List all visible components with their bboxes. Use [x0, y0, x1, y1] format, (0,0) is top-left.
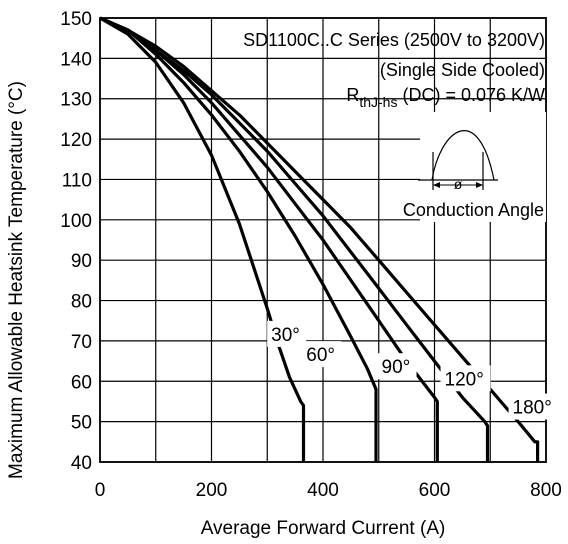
series-line: [99, 16, 306, 462]
curve-labels: 30° 60° 90° 120° 180°: [267, 320, 559, 420]
curves: [99, 16, 540, 462]
inset-caption: Conduction Angle: [403, 200, 544, 220]
chart-title: SD1100C..C Series (2500V to 3200V): [243, 30, 545, 50]
inset-arrow-right: [476, 182, 483, 188]
series-label: 60°: [306, 345, 335, 366]
r-subscript: thJ-hs: [359, 94, 397, 110]
series-line: [99, 16, 439, 462]
series-line: [99, 16, 540, 462]
label-backing: [267, 320, 307, 347]
inset-angle-symbol: ø: [454, 176, 463, 192]
x-tick-label: 400: [307, 480, 339, 501]
series-line: [99, 16, 490, 462]
y-tick-label: 110: [62, 170, 92, 191]
y-tick-label: 150: [60, 9, 92, 30]
x-tick-label: 0: [95, 480, 106, 501]
x-axis-title: Average Forward Current (A): [201, 518, 446, 539]
y-tick-label: 130: [60, 90, 92, 111]
y-tick-label: 120: [60, 130, 92, 151]
thermal-resistance-label: RthJ-hs (DC) = 0.076 K/W: [346, 85, 545, 110]
chart-subtitle: (Single Side Cooled): [380, 60, 545, 80]
y-tick-label: 70: [71, 332, 92, 353]
label-backing: [302, 341, 342, 368]
conduction-angle-inset: ø Conduction Angle: [403, 112, 546, 222]
label-backing: [377, 353, 417, 380]
series-label: 90°: [382, 357, 411, 378]
y-axis-title: Maximum Allowable Heatsink Temperature (…: [6, 81, 27, 479]
y-tick-label: 50: [71, 413, 92, 434]
y-tick-label: 140: [60, 49, 92, 70]
y-tick-label: 60: [71, 372, 92, 393]
inset-arrow-left: [433, 182, 440, 188]
y-tick-label: 100: [60, 211, 92, 232]
series-label: 30°: [271, 325, 300, 346]
r-rest: (DC) = 0.076 K/W: [397, 85, 545, 105]
series-line: [99, 16, 378, 462]
label-backing: [440, 365, 491, 392]
tick-labels: 0 200 400 600 800 40 50 60 70 80 90 100 110 120 130 140…: [60, 9, 562, 501]
x-tick-label: 600: [419, 480, 451, 501]
label-backing: [508, 393, 559, 420]
inset-sine-wave: [431, 130, 495, 181]
x-tick-label: 200: [196, 480, 228, 501]
x-tick-label: 800: [530, 480, 562, 501]
y-tick-label: 90: [71, 251, 92, 272]
r-main: R: [346, 85, 359, 105]
series-label: 180°: [513, 398, 552, 419]
plot-frame: [99, 17, 547, 463]
y-tick-label: 40: [71, 453, 92, 474]
series-label: 120°: [445, 369, 484, 390]
y-tick-label: 80: [71, 292, 92, 313]
